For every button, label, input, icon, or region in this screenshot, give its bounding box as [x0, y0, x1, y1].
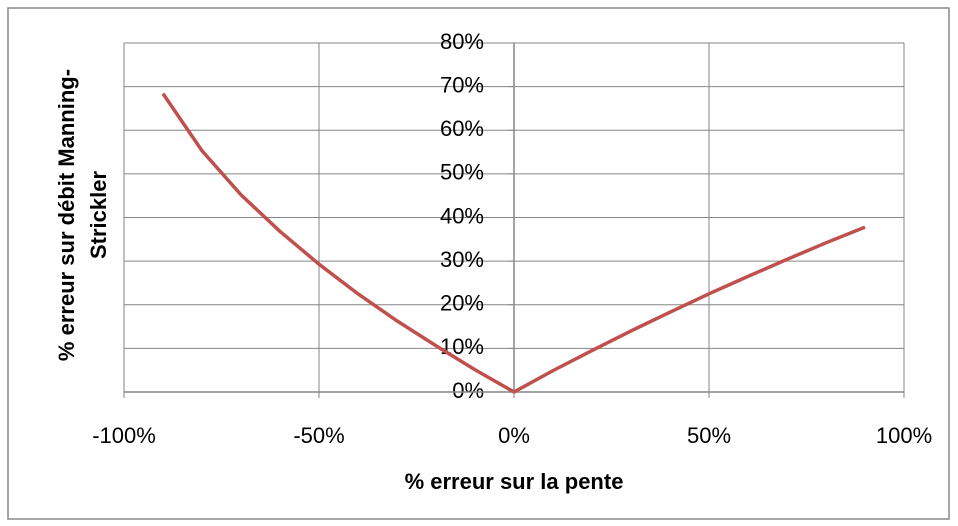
y-tick-label: 10% [440, 334, 484, 359]
line-series [161, 92, 866, 394]
y-tick-label: 40% [440, 203, 484, 228]
x-axis-title: % erreur sur la pente [405, 469, 624, 494]
y-tick-label: 80% [440, 29, 484, 54]
y-tick-label: 60% [440, 116, 484, 141]
y-tick-label: 20% [440, 291, 484, 316]
y-tick-label: 0% [452, 378, 484, 403]
y-axis-title: % erreur sur débit Manning- [54, 69, 79, 361]
x-tick-label: 50% [687, 423, 731, 448]
y-tick-label: 70% [440, 72, 484, 97]
x-tick-label: 0% [498, 423, 530, 448]
x-tick-label: 100% [876, 423, 932, 448]
y-tick-label: 50% [440, 160, 484, 185]
chart-border [7, 7, 950, 520]
y-tick-label: 30% [440, 247, 484, 272]
x-tick-label: -50% [293, 423, 344, 448]
x-tick-label: -100% [92, 423, 156, 448]
y-axis-title: Strickler [86, 171, 111, 259]
